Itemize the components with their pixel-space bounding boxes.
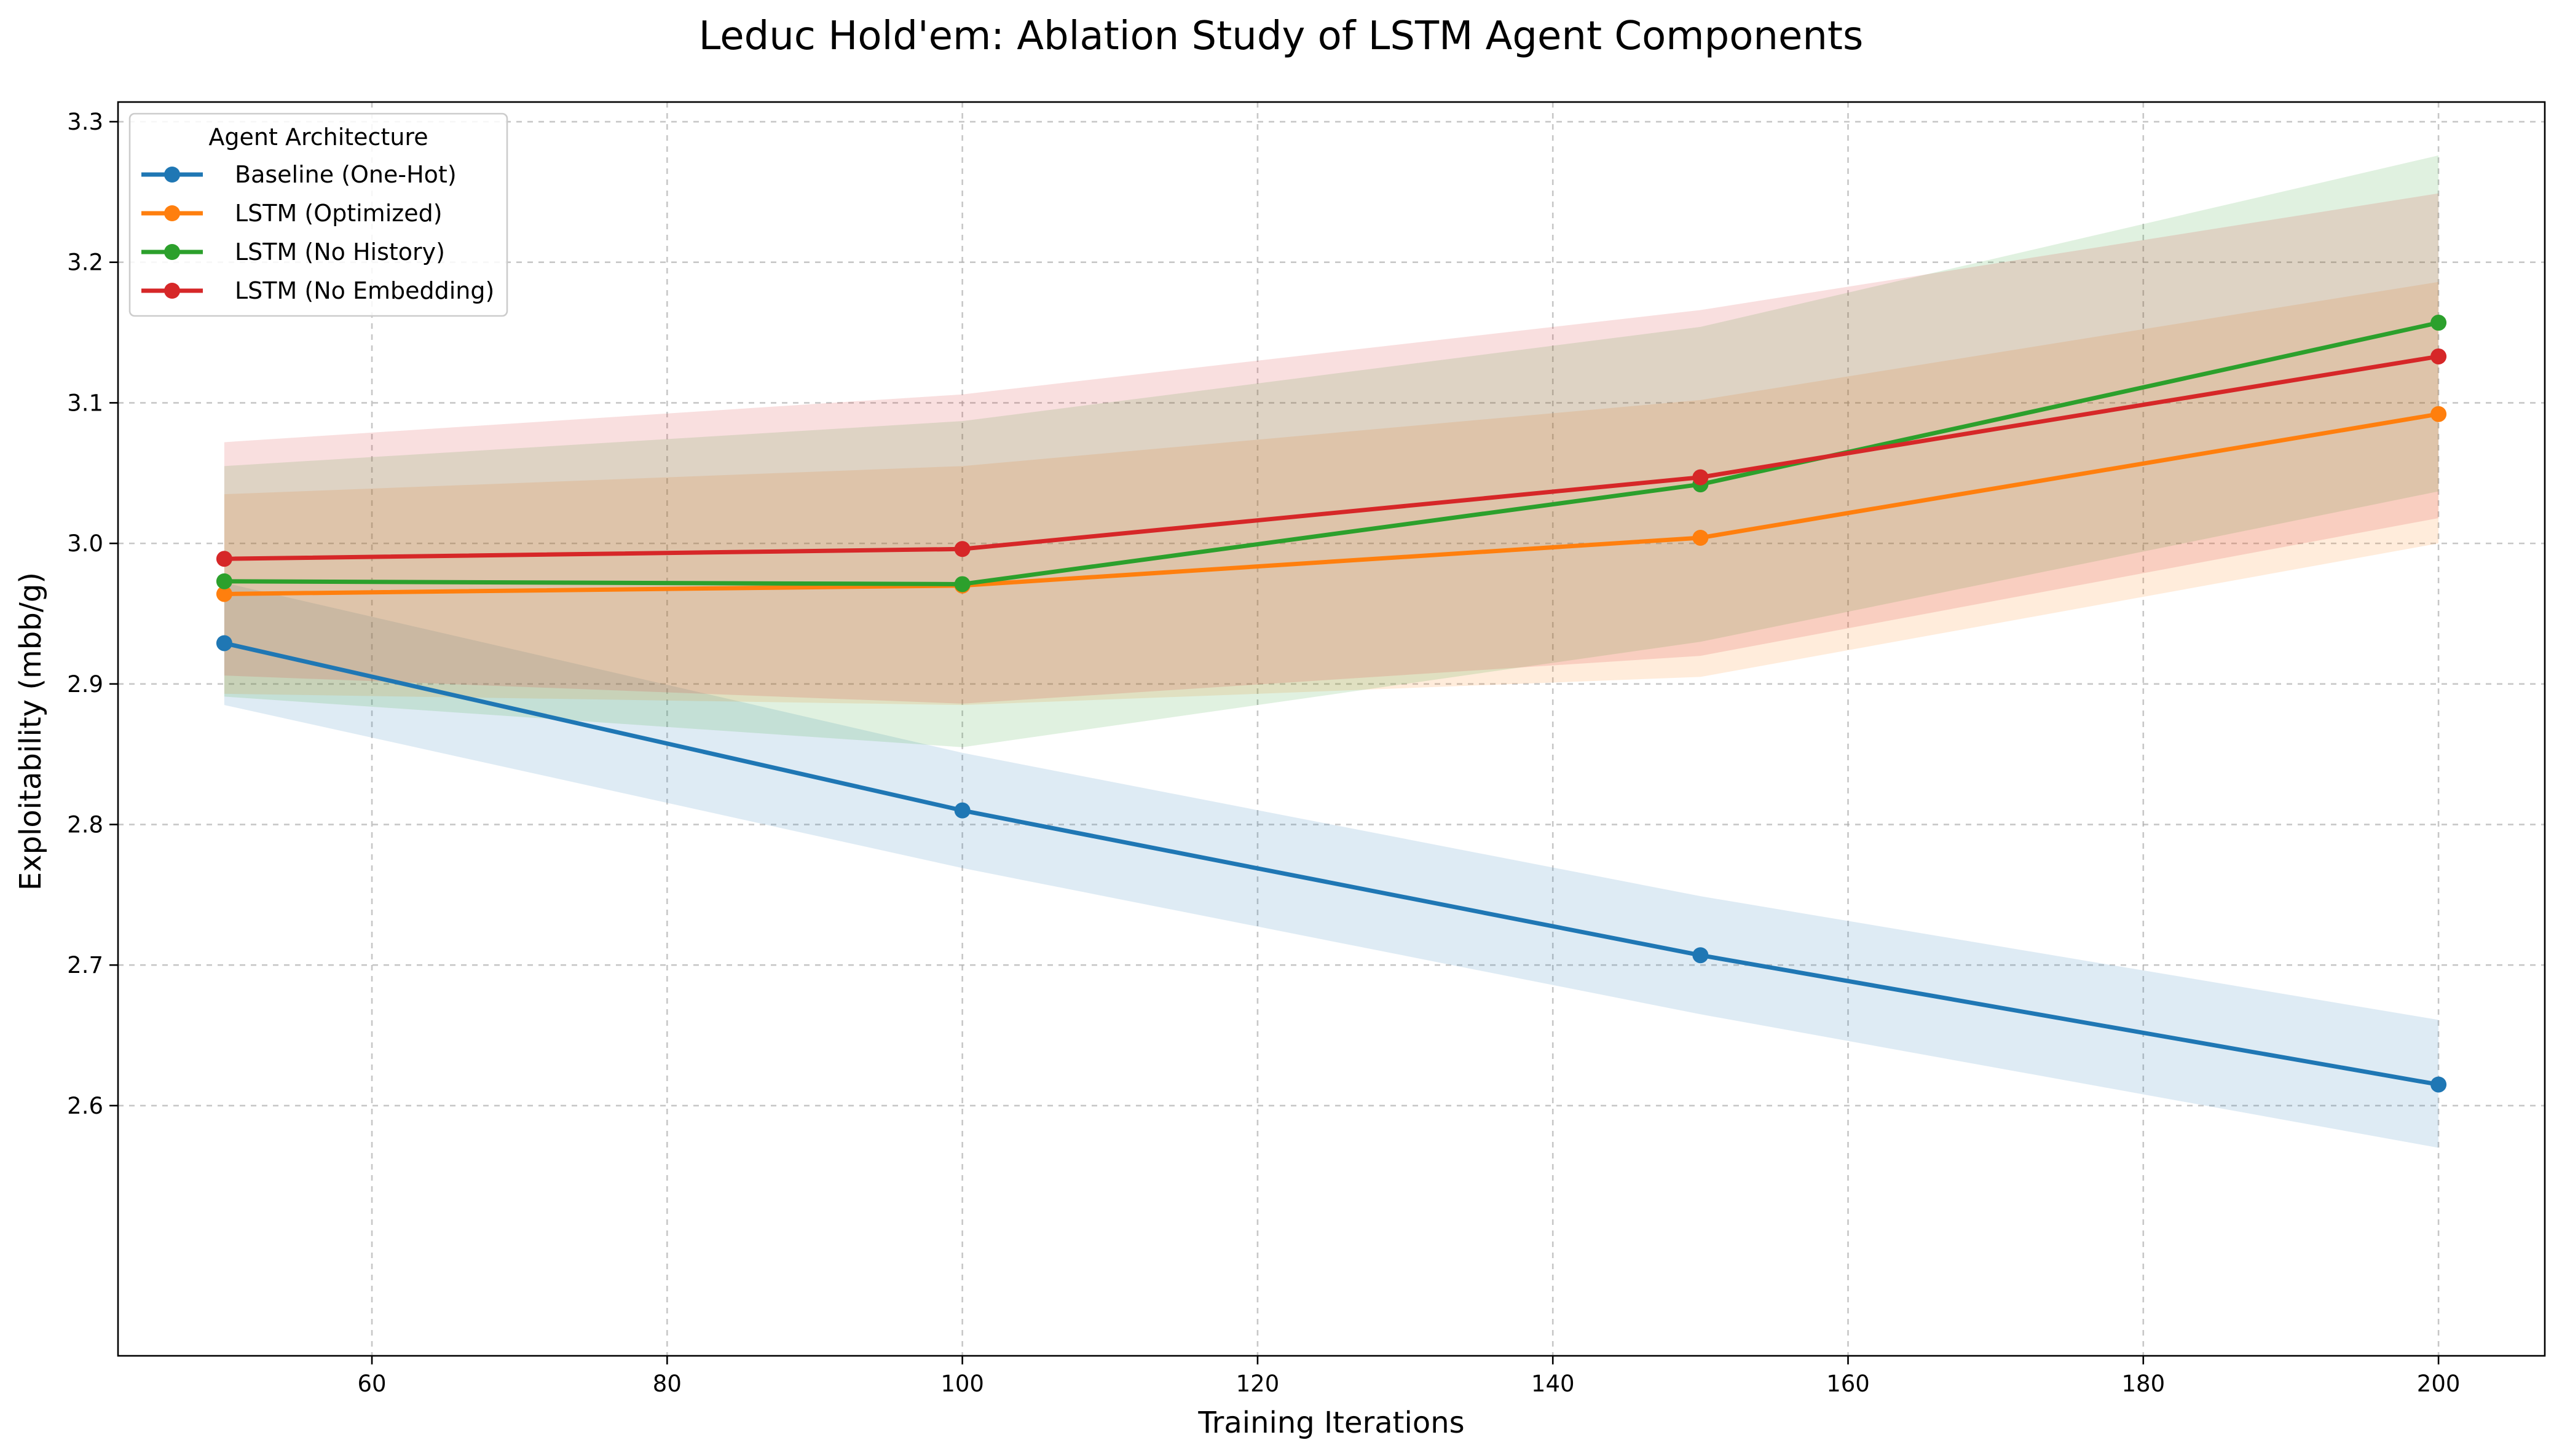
data-point — [1692, 529, 1709, 546]
data-point — [1692, 469, 1709, 486]
series-line — [222, 320, 2441, 586]
data-point — [216, 586, 232, 602]
y-tick-label: 2.8 — [67, 812, 103, 838]
data-point — [216, 635, 232, 651]
y-axis-label: Exploitability (mbb/g) — [14, 572, 48, 891]
confidence-band — [224, 155, 2439, 747]
confidence-band — [224, 281, 2439, 706]
legend: Agent Architecture Baseline (One-Hot) LSTM… — [128, 112, 508, 317]
data-point — [2430, 348, 2447, 364]
legend-label: LSTM (No History) — [235, 238, 445, 266]
data-point — [2430, 315, 2447, 331]
data-point — [954, 802, 971, 819]
axes-frame — [117, 101, 2546, 1357]
x-ticks: 60 80 100 120 140 160 180 200 — [358, 1356, 2461, 1397]
x-tick-label: 160 — [1826, 1371, 1870, 1397]
confidence-band — [224, 583, 2439, 1148]
legend-marker — [164, 205, 180, 221]
series-line — [222, 354, 2441, 561]
data-point — [954, 576, 971, 592]
legend-label: LSTM (Optimized) — [235, 200, 443, 227]
series-group — [216, 348, 2447, 567]
legend-label: LSTM (No Embedding) — [235, 277, 494, 304]
y-tick-label: 3.2 — [67, 250, 103, 276]
y-tick-label: 2.9 — [67, 671, 103, 698]
x-tick-label: 60 — [358, 1371, 387, 1397]
series-line — [222, 412, 2441, 596]
data-point — [216, 551, 232, 567]
data-point — [1692, 947, 1709, 964]
data-point — [2430, 406, 2447, 422]
y-tick-label: 3.1 — [67, 390, 103, 416]
legend-label: Baseline (One-Hot) — [235, 161, 457, 188]
x-tick-label: 120 — [1236, 1371, 1280, 1397]
x-tick-label: 100 — [940, 1371, 984, 1397]
y-tick-label: 2.6 — [67, 1093, 103, 1119]
series-line — [222, 640, 2441, 1087]
x-tick-label: 140 — [1531, 1371, 1575, 1397]
legend-marker — [164, 283, 180, 299]
grid-lines — [118, 102, 2545, 1356]
data-point — [216, 573, 232, 589]
plot-area: 60 80 100 120 140 160 180 200 2.6 2.7 2.8 2.9 3.0 3.1… — [67, 101, 2546, 1397]
confidence-bands — [224, 155, 2439, 1148]
data-point — [2430, 1076, 2447, 1093]
chart-title: Leduc Hold'em: Ablation Study of LSTM Ag… — [699, 14, 1864, 59]
data-point — [954, 541, 971, 557]
legend-box — [128, 112, 508, 317]
series-group — [216, 635, 2447, 1093]
legend-marker — [164, 167, 180, 183]
x-tick-label: 200 — [2417, 1371, 2461, 1397]
y-tick-label: 3.0 — [67, 530, 103, 557]
confidence-band — [224, 193, 2439, 704]
legend-marker — [164, 244, 180, 260]
y-ticks: 2.6 2.7 2.8 2.9 3.0 3.1 3.2 3.3 — [67, 109, 118, 1119]
x-axis-label: Training Iterations — [1197, 1406, 1464, 1440]
legend-title: Agent Architecture — [208, 124, 428, 151]
y-tick-label: 3.3 — [67, 109, 103, 135]
y-tick-label: 2.7 — [67, 952, 103, 978]
x-tick-label: 180 — [2121, 1371, 2165, 1397]
x-tick-label: 80 — [653, 1371, 682, 1397]
